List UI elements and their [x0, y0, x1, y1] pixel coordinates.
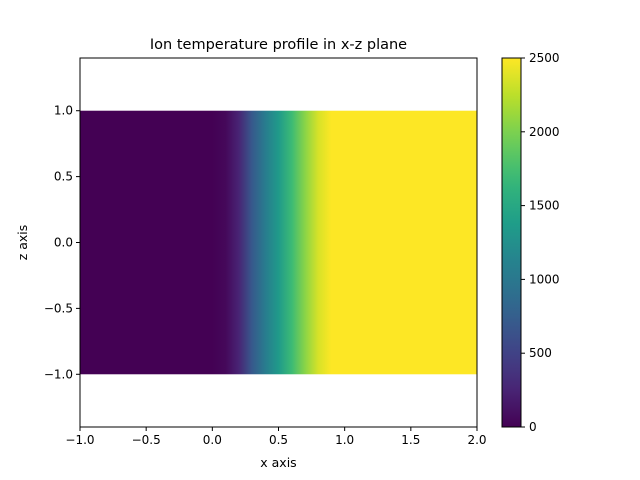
- x-axis-label: x axis: [260, 455, 296, 470]
- x-tick-label: 1.5: [401, 433, 420, 447]
- x-axis-ticks: −1.0 −0.5 0.0 0.5 1.0 1.5 2.0: [65, 427, 487, 447]
- colorbar-tick-label: 0: [529, 420, 537, 434]
- plot-area: [79, 57, 478, 428]
- colorbar-tick-label: 500: [529, 346, 552, 360]
- heatmap-image: [80, 110, 477, 375]
- y-tick-label: −1.0: [44, 367, 73, 381]
- y-tick-label: −0.5: [44, 301, 73, 315]
- y-tick-label: 1.0: [54, 104, 73, 118]
- colorbar: 0 500 1000 1500 2000 2500: [501, 51, 560, 434]
- colorbar-tick-label: 2000: [529, 125, 560, 139]
- x-tick-label: 0.5: [269, 433, 288, 447]
- chart-title: Ion temperature profile in x-z plane: [150, 37, 407, 53]
- colorbar-tick-label: 1000: [529, 272, 560, 286]
- y-axis-label: z axis: [15, 225, 30, 261]
- colorbar-ticks: 0 500 1000 1500 2000 2500: [521, 51, 560, 434]
- colorbar-tick-label: 2500: [529, 51, 560, 65]
- x-tick-label: 1.0: [335, 433, 354, 447]
- x-tick-label: 0.0: [203, 433, 222, 447]
- y-axis-ticks: −1.0 −0.5 0.0 0.5 1.0: [44, 104, 80, 381]
- colorbar-frame: [501, 57, 522, 428]
- y-tick-label: 0.5: [54, 170, 73, 184]
- x-tick-label: 2.0: [467, 433, 486, 447]
- x-tick-label: −1.0: [65, 433, 94, 447]
- colorbar-fill: [502, 58, 521, 427]
- y-tick-label: 0.0: [54, 236, 73, 250]
- colorbar-tick-label: 1500: [529, 199, 560, 213]
- x-tick-label: −0.5: [132, 433, 161, 447]
